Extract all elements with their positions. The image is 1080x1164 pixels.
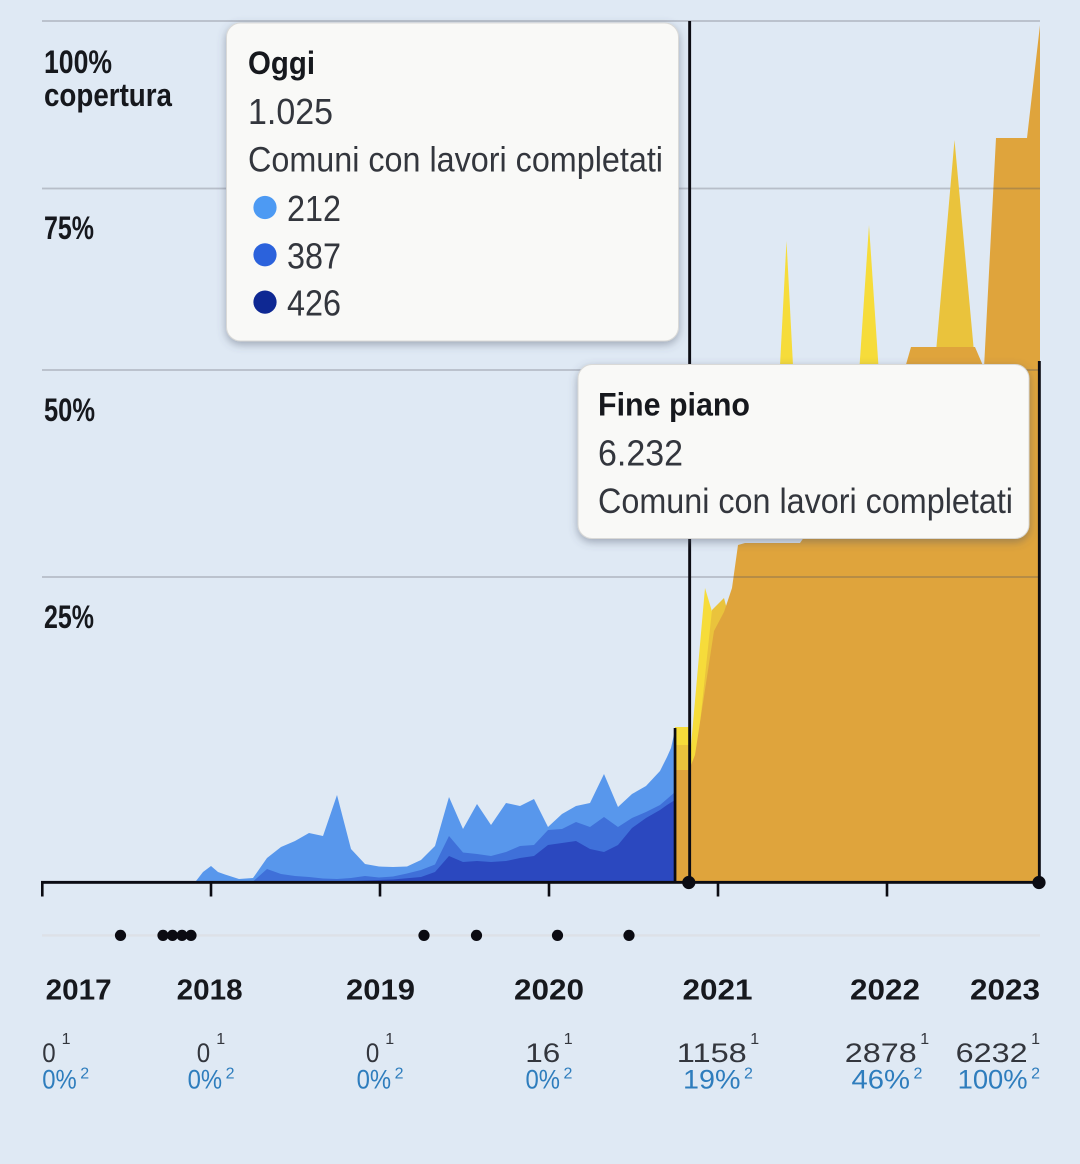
svg-text:2021: 2021 [683,975,753,1007]
svg-text:Fine piano: Fine piano [598,387,750,423]
svg-text:1: 1 [216,1031,225,1048]
svg-text:1: 1 [750,1031,759,1048]
svg-text:0: 0 [197,1038,210,1068]
svg-text:2023: 2023 [970,975,1040,1007]
svg-text:0%: 0% [526,1065,561,1095]
svg-text:1158: 1158 [677,1038,747,1068]
svg-text:2019: 2019 [346,975,415,1007]
svg-text:2: 2 [395,1066,404,1083]
svg-text:16: 16 [525,1038,560,1068]
svg-text:Comuni con lavori completati: Comuni con lavori completati [248,141,663,180]
svg-text:100%: 100% [958,1065,1028,1095]
svg-text:1: 1 [920,1031,929,1048]
svg-text:426: 426 [287,283,341,324]
svg-text:2: 2 [914,1066,923,1083]
svg-text:Comuni con lavori completati: Comuni con lavori completati [598,482,1013,521]
svg-text:1: 1 [385,1031,394,1048]
svg-text:50%: 50% [44,392,95,428]
svg-text:19%: 19% [683,1065,741,1095]
svg-text:1: 1 [564,1031,573,1048]
svg-text:1: 1 [62,1031,71,1048]
svg-text:6.232: 6.232 [598,433,683,474]
svg-text:0%: 0% [42,1065,76,1095]
svg-text:Oggi: Oggi [248,45,315,81]
svg-text:46%: 46% [852,1065,911,1095]
svg-text:387: 387 [287,235,341,276]
svg-text:2: 2 [226,1066,235,1083]
svg-text:2: 2 [744,1066,753,1083]
svg-text:2018: 2018 [177,975,243,1007]
svg-text:0%: 0% [357,1065,392,1095]
svg-text:100%: 100% [44,44,112,80]
svg-text:212: 212 [287,188,341,229]
svg-text:1: 1 [1031,1031,1040,1048]
svg-text:2017: 2017 [46,975,112,1007]
svg-text:2: 2 [80,1066,89,1083]
svg-text:1.025: 1.025 [248,91,333,132]
svg-text:2: 2 [564,1066,573,1083]
svg-text:0: 0 [42,1038,55,1068]
svg-text:2022: 2022 [850,975,920,1007]
svg-text:25%: 25% [44,599,94,635]
svg-text:6232: 6232 [956,1038,1028,1068]
svg-text:2: 2 [1031,1066,1040,1083]
svg-text:2020: 2020 [514,975,584,1007]
svg-text:copertura: copertura [44,77,173,113]
svg-text:75%: 75% [44,210,94,246]
svg-text:0: 0 [366,1038,379,1068]
svg-text:2878: 2878 [845,1038,917,1068]
svg-text:0%: 0% [188,1065,223,1095]
